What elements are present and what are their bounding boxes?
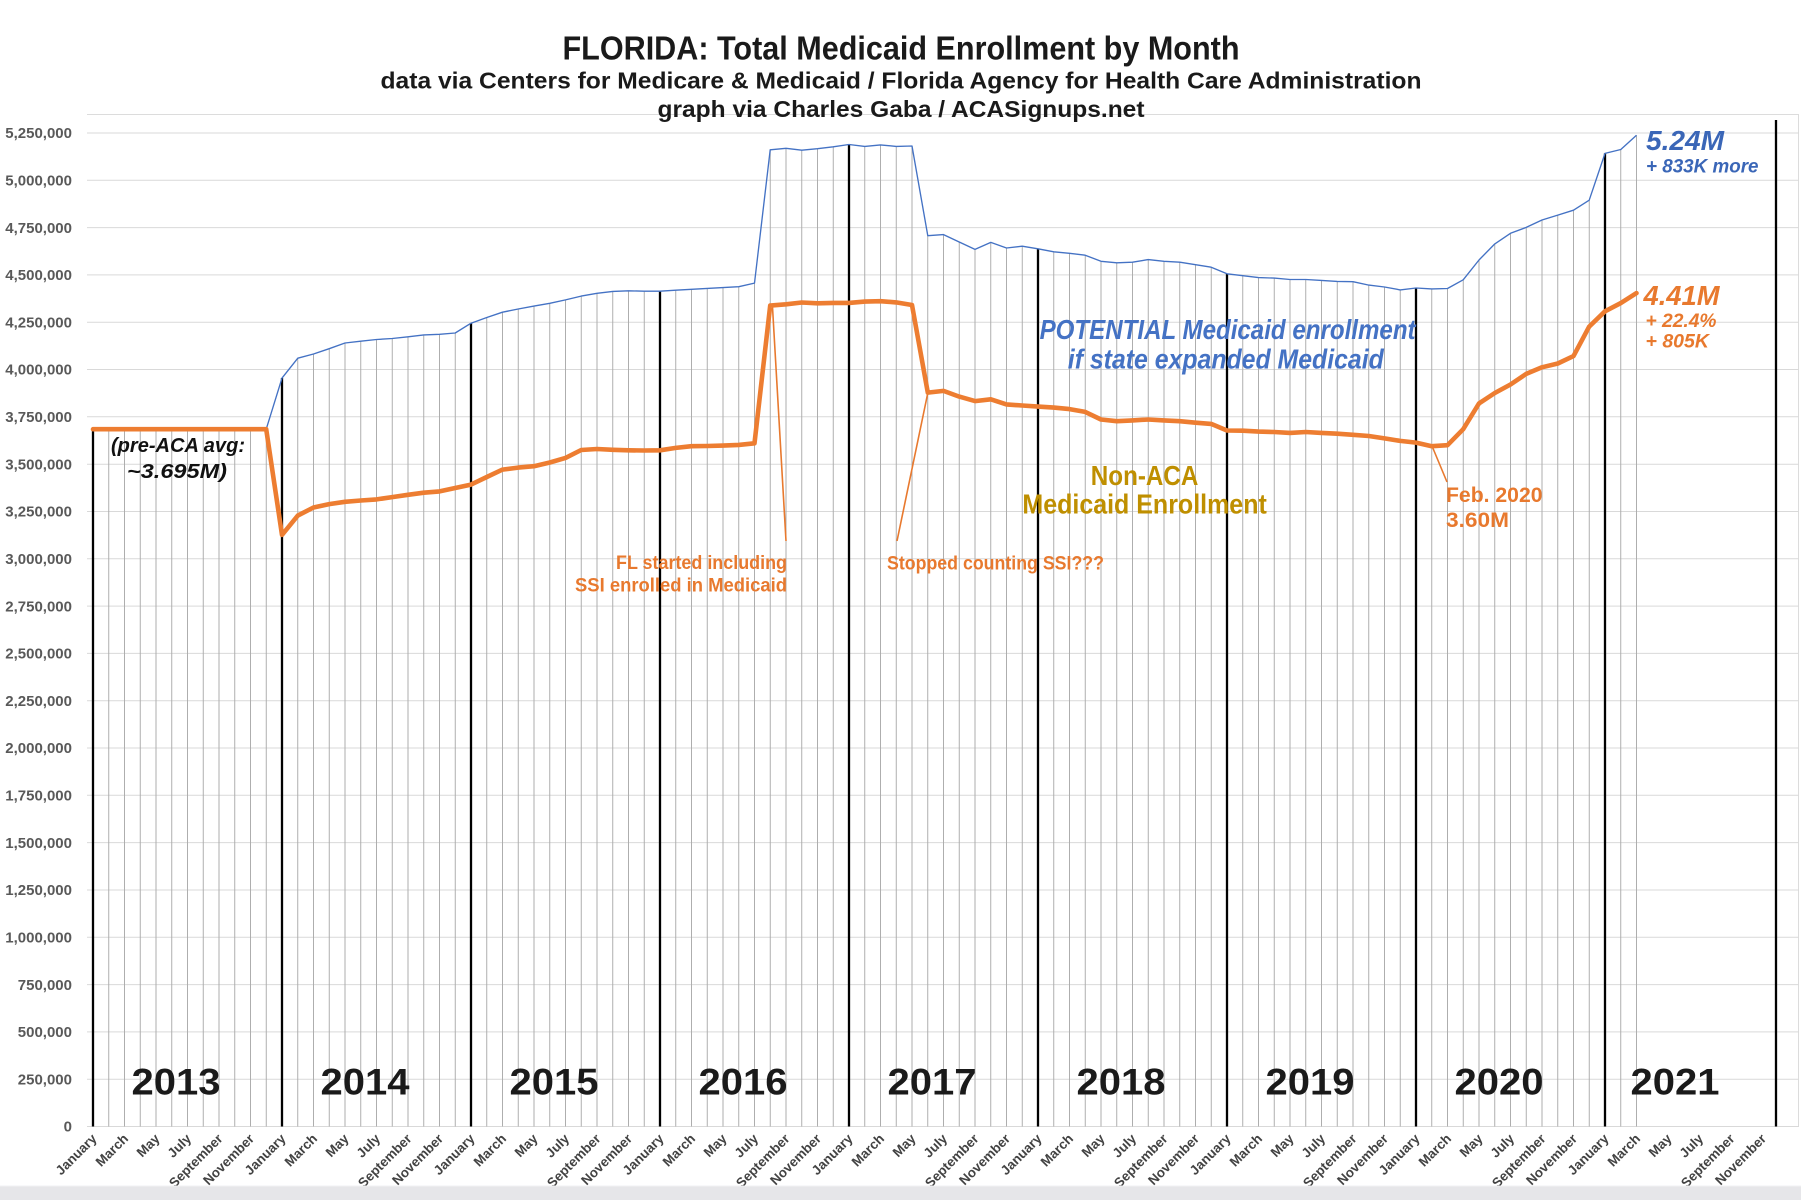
svg-text:2018: 2018 (1077, 1062, 1166, 1103)
svg-text:2013: 2013 (132, 1062, 221, 1103)
svg-text:+ 833K more: + 833K more (1646, 156, 1759, 178)
svg-text:2,500,000: 2,500,000 (5, 646, 72, 663)
svg-text:4,000,000: 4,000,000 (5, 362, 72, 379)
svg-text:1,500,000: 1,500,000 (5, 835, 72, 852)
svg-text:500,000: 500,000 (18, 1024, 72, 1041)
svg-text:3,250,000: 3,250,000 (5, 504, 72, 521)
svg-text:4.41M: 4.41M (1643, 280, 1721, 311)
svg-text:2,000,000: 2,000,000 (5, 740, 72, 757)
svg-text:2014: 2014 (321, 1062, 410, 1103)
svg-text:4,500,000: 4,500,000 (5, 267, 72, 284)
svg-text:1,250,000: 1,250,000 (5, 882, 72, 899)
svg-text:Stopped counting SSI???: Stopped counting SSI??? (887, 553, 1104, 575)
svg-text:3,750,000: 3,750,000 (5, 409, 72, 426)
svg-text:3,000,000: 3,000,000 (5, 551, 72, 568)
svg-text:4,750,000: 4,750,000 (5, 220, 72, 237)
svg-text:+ 22.4%: + 22.4% (1646, 310, 1717, 332)
svg-text:2017: 2017 (888, 1062, 977, 1103)
svg-text:1,750,000: 1,750,000 (5, 788, 72, 805)
svg-text:FL started including: FL started including (616, 552, 787, 574)
svg-text:250,000: 250,000 (18, 1071, 72, 1088)
svg-text:4,250,000: 4,250,000 (5, 314, 72, 331)
svg-text:~3.695M): ~3.695M) (127, 461, 227, 483)
svg-text:SSI enrolled in Medicaid: SSI enrolled in Medicaid (575, 575, 787, 597)
svg-text:data via Centers for Medicare: data via Centers for Medicare & Medicaid… (381, 68, 1422, 94)
svg-text:graph via Charles Gaba / ACASi: graph via Charles Gaba / ACASignups.net (658, 96, 1145, 122)
svg-text:0: 0 (64, 1119, 72, 1136)
svg-text:if state expanded Medicaid: if state expanded Medicaid (1068, 344, 1385, 375)
svg-text:3.60M: 3.60M (1446, 509, 1509, 532)
svg-text:Medicaid Enrollment: Medicaid Enrollment (1022, 489, 1266, 520)
svg-text:5,250,000: 5,250,000 (5, 125, 72, 142)
svg-text:2021: 2021 (1631, 1062, 1720, 1103)
svg-text:2,250,000: 2,250,000 (5, 693, 72, 710)
svg-text:750,000: 750,000 (18, 977, 72, 994)
svg-text:1,000,000: 1,000,000 (5, 929, 72, 946)
svg-text:Non-ACA: Non-ACA (1091, 460, 1199, 491)
svg-text:3,500,000: 3,500,000 (5, 456, 72, 473)
svg-text:Feb. 2020: Feb. 2020 (1446, 484, 1543, 507)
svg-text:2015: 2015 (510, 1062, 599, 1103)
svg-text:2,750,000: 2,750,000 (5, 598, 72, 615)
svg-text:2019: 2019 (1266, 1062, 1355, 1103)
svg-text:2020: 2020 (1455, 1062, 1544, 1103)
svg-text:5,000,000: 5,000,000 (5, 173, 72, 190)
svg-text:(pre-ACA avg:: (pre-ACA avg: (111, 435, 245, 457)
svg-text:+ 805K: + 805K (1646, 331, 1711, 353)
svg-text:5.24M: 5.24M (1646, 125, 1725, 156)
svg-text:2016: 2016 (699, 1062, 788, 1103)
svg-text:POTENTIAL Medicaid enrollment: POTENTIAL Medicaid enrollment (1040, 314, 1418, 345)
svg-text:FLORIDA: Total Medicaid Enroll: FLORIDA: Total Medicaid Enrollment by Mo… (563, 30, 1240, 67)
